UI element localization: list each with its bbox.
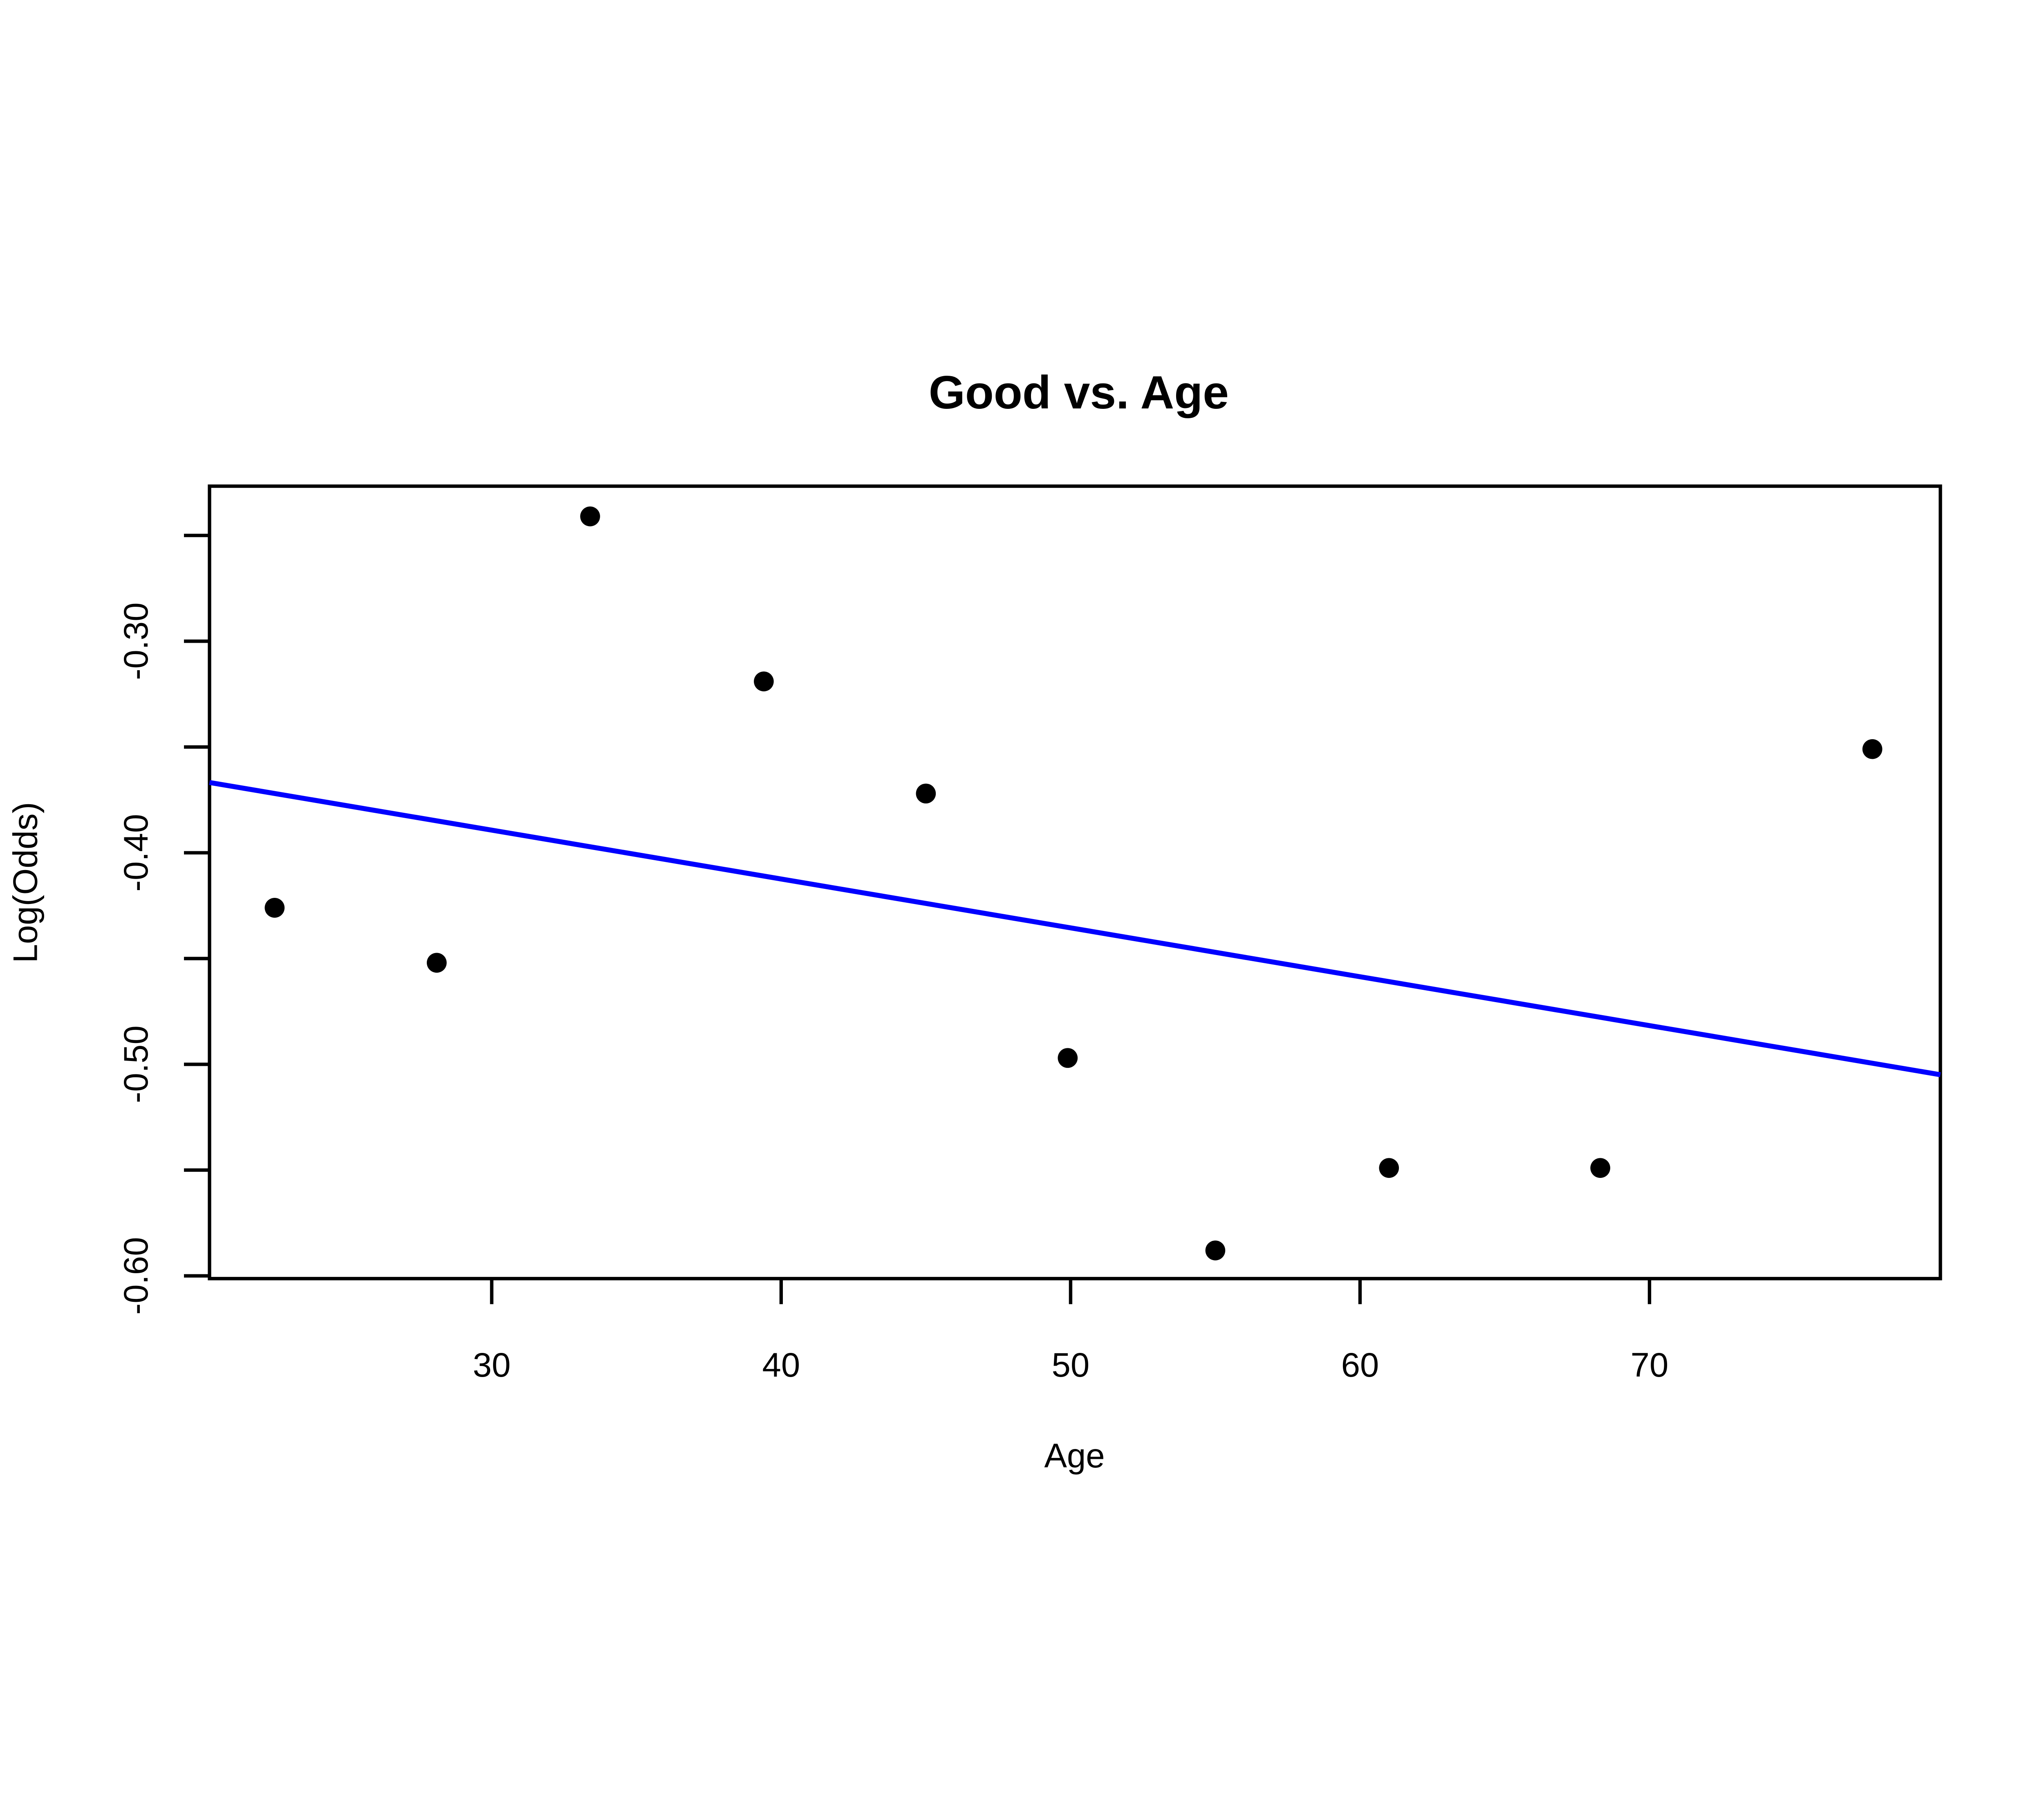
- data-point: [916, 783, 936, 804]
- regression-line-layer: [209, 780, 1941, 1077]
- y-axis-tick-label: -0.40: [117, 814, 155, 892]
- x-axis-title: Age: [1044, 1437, 1105, 1475]
- axis-ticks: 30 40 50 60 70 -0.60 -0.50 -0.40 -0.30: [117, 534, 1669, 1384]
- data-point: [1590, 1158, 1610, 1178]
- x-axis-tick-label: 30: [473, 1346, 511, 1384]
- x-axis-tick-label: 50: [1052, 1346, 1090, 1384]
- data-point: [1205, 1240, 1226, 1261]
- data-point: [426, 953, 447, 973]
- y-axis-tick-label: -0.50: [117, 1025, 155, 1103]
- data-points-layer: [264, 506, 1883, 1261]
- y-axis-tick-label: -0.30: [117, 602, 155, 680]
- chart-title: Good vs. Age: [929, 366, 1229, 419]
- data-point: [754, 671, 774, 691]
- data-point: [1058, 1048, 1078, 1068]
- y-axis-title: Log(Odds): [6, 802, 44, 963]
- y-axis-tick-label: -0.60: [117, 1237, 155, 1315]
- plot-box: [208, 484, 1942, 1281]
- x-axis-tick-label: 40: [762, 1346, 800, 1384]
- x-axis-tick-label: 60: [1341, 1346, 1379, 1384]
- data-point: [580, 506, 600, 527]
- x-axis-tick-label: 70: [1631, 1346, 1669, 1384]
- data-point: [264, 897, 285, 918]
- regression-line: [209, 780, 1941, 1077]
- data-point: [1379, 1158, 1399, 1178]
- data-point: [1862, 739, 1883, 759]
